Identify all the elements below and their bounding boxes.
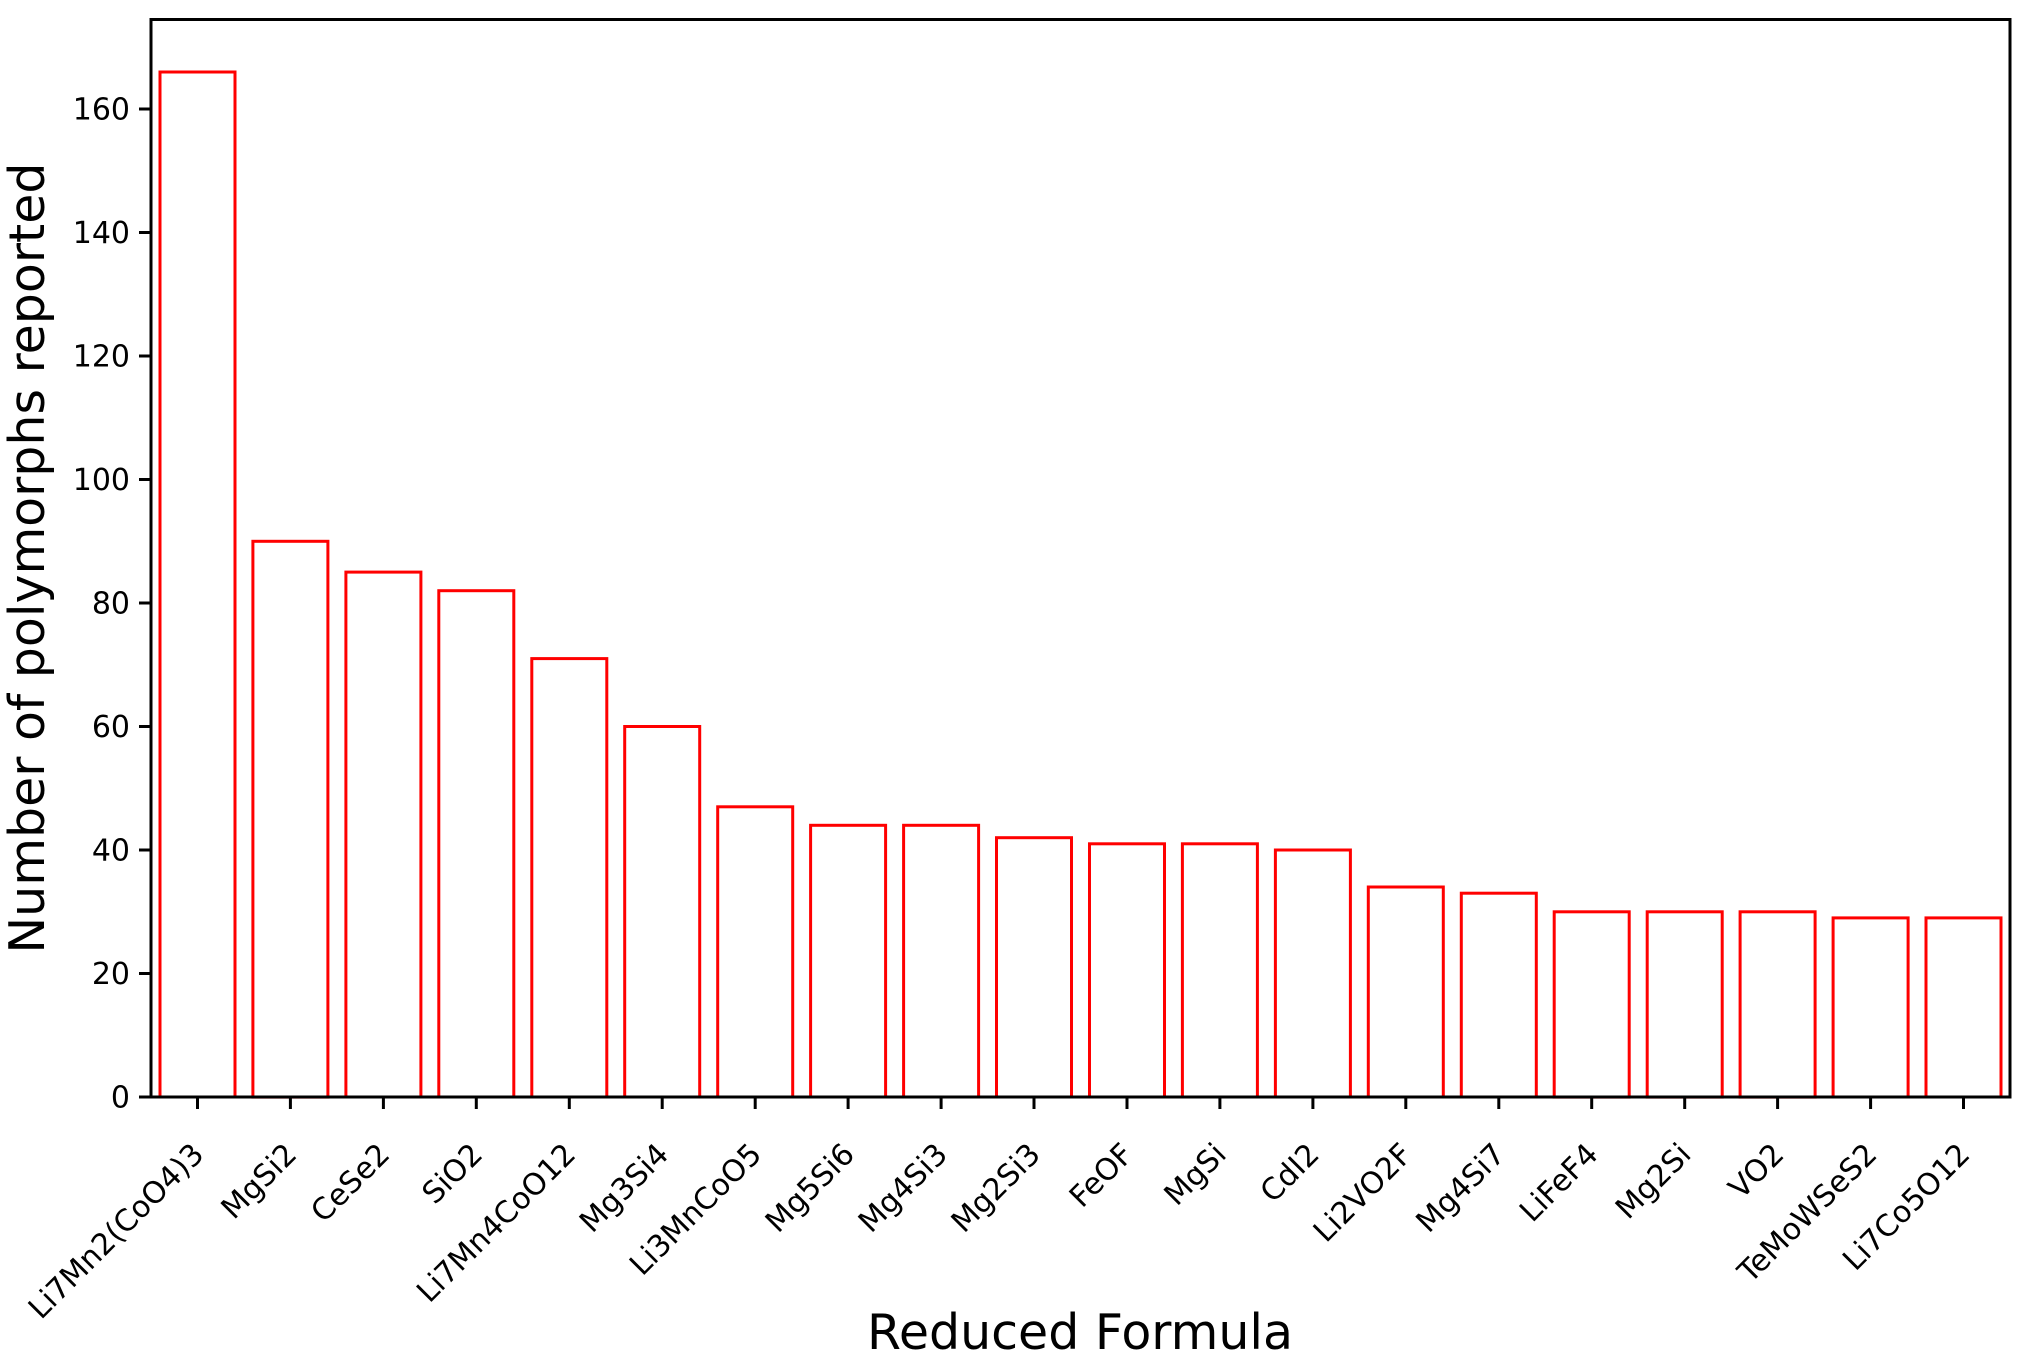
- bar: [809, 823, 888, 1099]
- y-tick-label: 0: [111, 1081, 130, 1116]
- bar: [1645, 910, 1724, 1099]
- bar: [1738, 910, 1817, 1099]
- bar: [251, 539, 330, 1099]
- x-tick-label: VO2: [1722, 1137, 1791, 1206]
- x-tick-label: Mg2Si: [1609, 1137, 1698, 1226]
- x-tick-label: FeOF: [1063, 1137, 1141, 1215]
- bar: [1180, 842, 1259, 1099]
- x-tick-label: CdI2: [1254, 1137, 1327, 1210]
- x-tick-label: Li7Mn4CoO12: [410, 1137, 583, 1310]
- bar: [716, 805, 795, 1099]
- bar: [623, 725, 702, 1099]
- bar: [995, 836, 1073, 1099]
- x-tick-label: Li2VO2F: [1307, 1137, 1419, 1249]
- y-tick-label: 100: [73, 463, 130, 498]
- y-tick-label: 40: [92, 834, 130, 869]
- bar: [1459, 891, 1538, 1099]
- y-tick-label: 60: [92, 710, 130, 745]
- bar: [1924, 916, 2003, 1099]
- x-tick-label: MgSi2: [215, 1137, 304, 1226]
- x-tick-label: Mg4Si7: [1410, 1137, 1513, 1240]
- bar: [1831, 916, 1910, 1099]
- x-tick-label: Mg5Si6: [759, 1137, 862, 1240]
- y-axis: 0 20 40 60 80 100 120 140 160: [73, 93, 151, 1116]
- bar: [158, 70, 237, 1099]
- x-tick-label: MgSi: [1158, 1137, 1234, 1213]
- y-tick-label: 160: [73, 93, 130, 128]
- x-tick-label: Mg4Si3: [852, 1137, 955, 1240]
- bar: [1552, 910, 1631, 1099]
- bar: [902, 823, 981, 1099]
- x-tick-label: CeSe2: [304, 1137, 397, 1230]
- y-tick-label: 80: [92, 587, 130, 622]
- bar: [1273, 848, 1352, 1099]
- x-tick-label: LiFeF4: [1513, 1137, 1605, 1229]
- y-axis-title: Number of polymorphs reported: [0, 163, 56, 954]
- y-tick-label: 140: [73, 216, 130, 251]
- bar: [1366, 885, 1445, 1099]
- x-axis-title: Reduced Formula: [867, 1304, 1293, 1361]
- bar: [530, 657, 609, 1099]
- bar: [437, 589, 516, 1099]
- bar: [1088, 842, 1166, 1099]
- x-tick-label: Mg2Si3: [945, 1137, 1048, 1240]
- x-tick-label: Li7Mn2(CoO4)3: [22, 1137, 211, 1326]
- plot-border: [149, 18, 2012, 1099]
- x-tick-label: SiO2: [416, 1137, 490, 1211]
- bars-group: [158, 70, 2003, 1099]
- y-tick-label: 120: [73, 340, 130, 375]
- y-tick-label: 20: [92, 957, 130, 992]
- bar: [344, 570, 423, 1099]
